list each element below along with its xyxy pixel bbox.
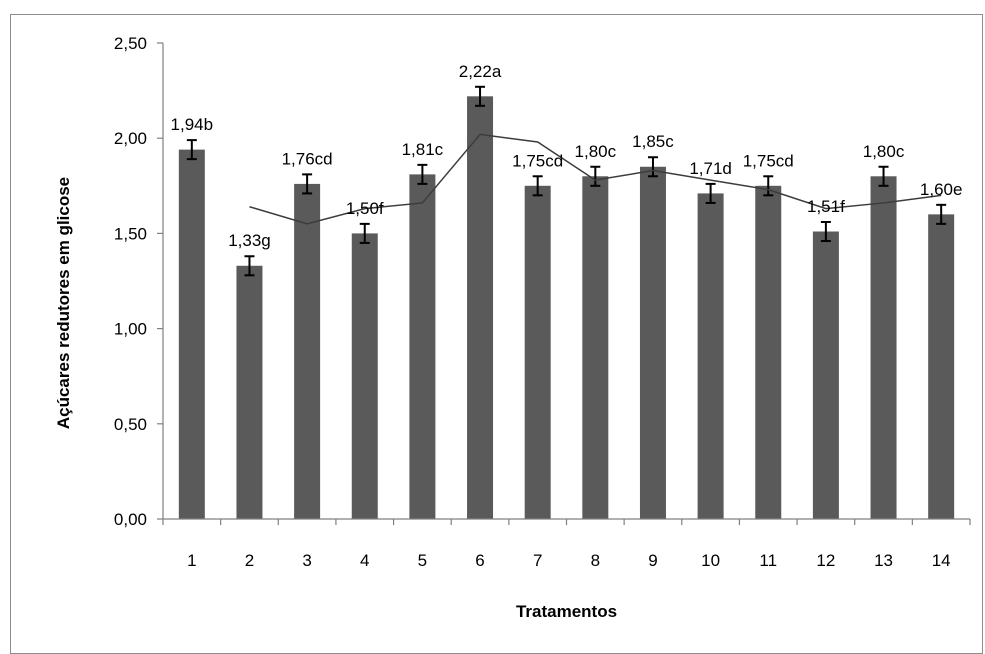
data-label: 1,60e (920, 180, 963, 199)
data-label: 1,75cd (512, 151, 563, 170)
y-axis-title: Açúcares redutores em glicose (54, 177, 73, 429)
x-axis-title: Tratamentos (516, 602, 617, 621)
x-tick-label: 8 (591, 551, 600, 570)
x-tick-label: 10 (701, 551, 720, 570)
bar (178, 149, 205, 519)
bar (697, 193, 724, 519)
bar (236, 265, 263, 519)
bar (812, 231, 839, 519)
data-label: 1,76cd (282, 149, 333, 168)
data-label: 1,80c (863, 142, 905, 161)
bar (639, 166, 666, 519)
bar (928, 214, 955, 520)
bar (351, 233, 378, 519)
y-tick-label: 1,50 (114, 224, 147, 243)
data-label: 1,71d (689, 159, 732, 178)
data-labels: 1,94b 1,33g 1,76cd 1,50f 1,81c 2,22a 1,75cd 1,8… (171, 62, 963, 250)
y-tick-label: 2,50 (114, 34, 147, 53)
trendline-path (249, 133, 942, 225)
bars (178, 96, 955, 520)
x-tick-label: 13 (874, 551, 893, 570)
data-label: 1,50f (346, 199, 384, 218)
y-tick-label: 1,00 (114, 320, 147, 339)
data-label: 1,94b (171, 115, 214, 134)
y-tick-label: 0,50 (114, 415, 147, 434)
bar (524, 185, 551, 520)
data-label: 2,22a (459, 62, 502, 81)
y-tick-label: 2,00 (114, 129, 147, 148)
data-label: 1,75cd (743, 151, 794, 170)
x-tick-label: 14 (932, 551, 951, 570)
bar (870, 176, 897, 519)
x-tick-label: 2 (245, 551, 254, 570)
y-axis-ticks: 0,00 0,50 1,00 1,50 2,00 2,50 (114, 34, 163, 529)
data-label: 1,85c (632, 132, 674, 151)
x-tick-label: 4 (360, 551, 369, 570)
x-tick-label: 6 (475, 551, 484, 570)
x-tick-label: 5 (418, 551, 427, 570)
x-tick-label: 9 (648, 551, 657, 570)
data-label: 1,80c (575, 142, 617, 161)
x-tick-label: 11 (759, 551, 777, 570)
bar (582, 176, 609, 519)
x-tick-label: 12 (816, 551, 835, 570)
x-tick-label: 3 (302, 551, 311, 570)
data-label: 1,81c (402, 140, 444, 159)
data-label: 1,51f (807, 197, 845, 216)
x-tick-label: 1 (187, 551, 196, 570)
x-axis-ticks: 1 2 3 4 5 6 7 8 9 10 11 12 13 14 (162, 519, 971, 570)
error-bars (186, 85, 947, 277)
y-tick-label: 0,00 (114, 510, 147, 529)
x-tick-label: 7 (533, 551, 542, 570)
trendline (249, 133, 942, 225)
bar (294, 183, 321, 519)
bar (755, 185, 782, 520)
data-label: 1,33g (228, 231, 271, 250)
bar (467, 96, 494, 519)
bar (409, 174, 436, 519)
